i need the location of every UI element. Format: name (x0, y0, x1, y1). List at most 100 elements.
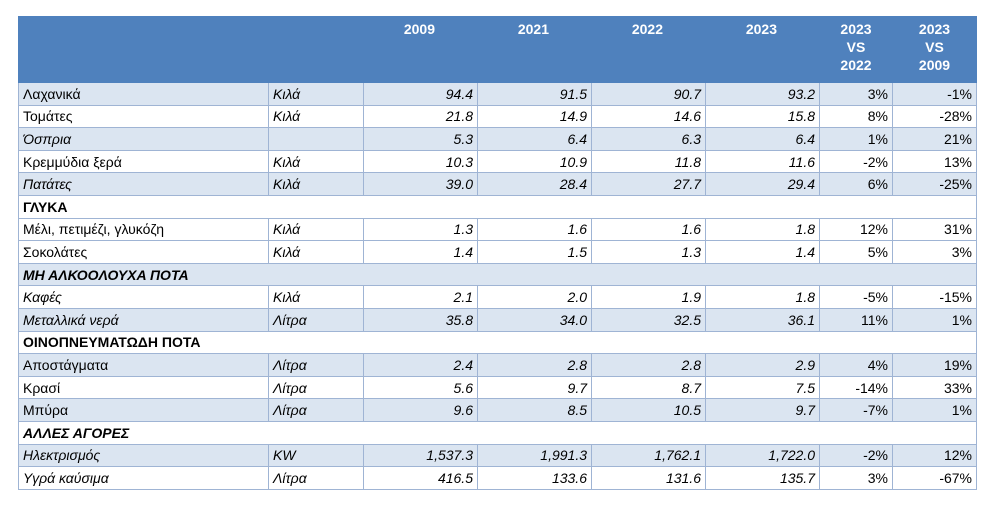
section-header-row: ΜΗ ΑΛΚΟΟΛΟΥΧΑ ΠΟΤΑ (18, 262, 977, 287)
value-2021-cell: 28.4 (477, 172, 592, 196)
change-2023-vs-2022-cell: 5% (819, 240, 893, 264)
unit-cell: Λίτρα (268, 375, 364, 400)
header-cmp2-line3: 2009 (918, 57, 951, 73)
value-2009-cell: 35.8 (363, 307, 478, 332)
unit-cell: Κιλά (268, 285, 364, 309)
table-row: Μέλι, πετιμέζι, γλυκόζη Κιλά 1.3 1.6 1.6 1.8 1… (18, 217, 977, 242)
value-2009-cell: 21.8 (363, 104, 478, 129)
change-2023-vs-2009-cell: -15% (892, 285, 977, 309)
header-cmp1-line3: 2022 (840, 57, 872, 73)
table-body: Λαχανικά Κιλά 94.4 91.5 90.7 93.2 3% -1% Τομάτες… (18, 82, 977, 490)
header-cmp1-line2: VS (846, 39, 866, 55)
unit-cell: Κιλά (268, 82, 364, 106)
value-2023-cell: 2.9 (705, 353, 820, 377)
table-row: Όσπρια 5.3 6.4 6.3 6.4 1% 21% (18, 127, 977, 151)
value-2021-cell: 9.7 (477, 375, 592, 400)
value-2022-cell: 131.6 (591, 466, 706, 490)
change-2023-vs-2022-cell: -2% (819, 443, 893, 468)
table-row: Κρασί Λίτρα 5.6 9.7 8.7 7.5 -14% 33% (18, 375, 977, 400)
unit-cell: KW (268, 443, 364, 468)
change-2023-vs-2022-cell: -7% (819, 398, 893, 422)
change-2023-vs-2009-cell: 21% (892, 127, 977, 151)
header-year-2009: 2009 (363, 16, 478, 83)
table-row: Πατάτες Κιλά 39.0 28.4 27.7 29.4 6% -25% (18, 172, 977, 196)
header-row: 2009 2021 2022 2023 2023 VS 2022 2023 VS… (18, 16, 977, 83)
item-name-cell: Σοκολάτες (18, 240, 269, 264)
change-2023-vs-2022-cell: -2% (819, 149, 893, 174)
value-2009-cell: 1.4 (363, 240, 478, 264)
change-2023-vs-2022-cell: -14% (819, 375, 893, 400)
value-2009-cell: 2.4 (363, 353, 478, 377)
change-2023-vs-2022-cell: 3% (819, 82, 893, 106)
value-2009-cell: 5.3 (363, 127, 478, 151)
item-name-cell: Μεταλλικά νερά (18, 307, 269, 332)
value-2023-cell: 15.8 (705, 104, 820, 129)
value-2021-cell: 2.8 (477, 353, 592, 377)
value-2022-cell: 10.5 (591, 398, 706, 422)
item-name-cell: Αποστάγματα (18, 353, 269, 377)
unit-cell (268, 127, 364, 151)
value-2023-cell: 1.8 (705, 217, 820, 242)
value-2021-cell: 1.6 (477, 217, 592, 242)
table-row: Μεταλλικά νερά Λίτρα 35.8 34.0 32.5 36.1 11% 1% (18, 307, 977, 332)
item-name-cell: Λαχανικά (18, 82, 269, 106)
unit-cell: Λίτρα (268, 307, 364, 332)
value-2009-cell: 2.1 (363, 285, 478, 309)
value-2009-cell: 94.4 (363, 82, 478, 106)
value-2023-cell: 1.4 (705, 240, 820, 264)
value-2023-cell: 6.4 (705, 127, 820, 151)
table-row: Ηλεκτρισμός KW 1,537.3 1,991.3 1,762.1 1,722.… (18, 443, 977, 468)
change-2023-vs-2009-cell: 19% (892, 353, 977, 377)
section-title: ΓΛΥΚΑ (18, 194, 977, 219)
table-row: Μπύρα Λίτρα 9.6 8.5 10.5 9.7 -7% 1% (18, 398, 977, 422)
value-2021-cell: 14.9 (477, 104, 592, 129)
value-2009-cell: 1.3 (363, 217, 478, 242)
unit-cell: Κιλά (268, 104, 364, 129)
table-row: Καφές Κιλά 2.1 2.0 1.9 1.8 -5% -15% (18, 285, 977, 309)
unit-cell: Λίτρα (268, 398, 364, 422)
header-blank-unit (268, 16, 364, 83)
value-2009-cell: 1,537.3 (363, 443, 478, 468)
value-2023-cell: 9.7 (705, 398, 820, 422)
header-year-2023: 2023 (705, 16, 820, 83)
change-2023-vs-2009-cell: -25% (892, 172, 977, 196)
table-row: Τομάτες Κιλά 21.8 14.9 14.6 15.8 8% -28% (18, 104, 977, 129)
value-2022-cell: 1,762.1 (591, 443, 706, 468)
value-2021-cell: 34.0 (477, 307, 592, 332)
table-row: Κρεμμύδια ξερά Κιλά 10.3 10.9 11.8 11.6 -2% 13% (18, 149, 977, 174)
change-2023-vs-2009-cell: 13% (892, 149, 977, 174)
table-row: Υγρά καύσιμα Λίτρα 416.5 133.6 131.6 135.7 3% -… (18, 466, 977, 490)
unit-cell: Κιλά (268, 217, 364, 242)
value-2022-cell: 32.5 (591, 307, 706, 332)
section-title: ΜΗ ΑΛΚΟΟΛΟΥΧΑ ΠΟΤΑ (18, 262, 977, 287)
change-2023-vs-2022-cell: 1% (819, 127, 893, 151)
value-2021-cell: 2.0 (477, 285, 592, 309)
table-row: Αποστάγματα Λίτρα 2.4 2.8 2.8 2.9 4% 19% (18, 353, 977, 377)
item-name-cell: Καφές (18, 285, 269, 309)
value-2022-cell: 14.6 (591, 104, 706, 129)
section-header-row: ΓΛΥΚΑ (18, 194, 977, 219)
value-2023-cell: 36.1 (705, 307, 820, 332)
value-2009-cell: 39.0 (363, 172, 478, 196)
item-name-cell: Κρεμμύδια ξερά (18, 149, 269, 174)
change-2023-vs-2009-cell: -1% (892, 82, 977, 106)
unit-cell: Λίτρα (268, 466, 364, 490)
item-name-cell: Τομάτες (18, 104, 269, 129)
change-2023-vs-2022-cell: 11% (819, 307, 893, 332)
header-2023-vs-2022: 2023 VS 2022 (819, 16, 893, 83)
value-2021-cell: 133.6 (477, 466, 592, 490)
header-2023-vs-2009: 2023 VS 2009 (892, 16, 977, 83)
value-2009-cell: 10.3 (363, 149, 478, 174)
item-name-cell: Πατάτες (18, 172, 269, 196)
change-2023-vs-2009-cell: 3% (892, 240, 977, 264)
value-2021-cell: 1,991.3 (477, 443, 592, 468)
value-2023-cell: 29.4 (705, 172, 820, 196)
header-cmp2-line1: 2023 (918, 21, 951, 37)
value-2022-cell: 27.7 (591, 172, 706, 196)
table-row: Λαχανικά Κιλά 94.4 91.5 90.7 93.2 3% -1% (18, 82, 977, 106)
item-name-cell: Κρασί (18, 375, 269, 400)
item-name-cell: Όσπρια (18, 127, 269, 151)
section-header-row: ΑΛΛΕΣ ΑΓΟΡΕΣ (18, 420, 977, 445)
change-2023-vs-2022-cell: -5% (819, 285, 893, 309)
unit-cell: Κιλά (268, 240, 364, 264)
